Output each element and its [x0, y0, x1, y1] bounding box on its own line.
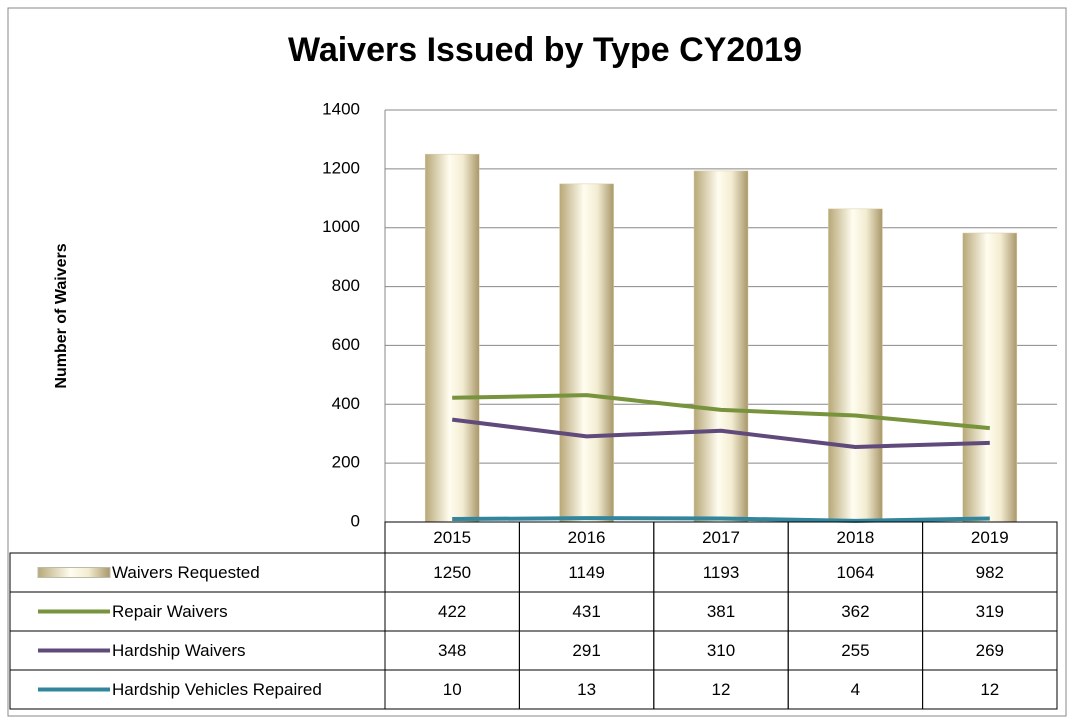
line	[452, 393, 990, 431]
legend-key	[37, 567, 111, 578]
table-value: 13	[577, 680, 596, 699]
table-value: 982	[976, 563, 1004, 582]
bar	[559, 183, 614, 523]
table-value: 362	[841, 602, 869, 621]
y-tick-label: 600	[332, 335, 360, 354]
x-tick-label: 2017	[702, 528, 740, 547]
table-value: 12	[712, 680, 731, 699]
table-value: 269	[976, 641, 1004, 660]
table-value: 10	[443, 680, 462, 699]
y-tick-label: 1400	[322, 99, 360, 118]
table-cell	[922, 669, 1058, 710]
table-value: 310	[707, 641, 735, 660]
y-tick-label: 800	[332, 276, 360, 295]
bar	[424, 153, 480, 523]
table-value: 431	[572, 602, 600, 621]
line	[451, 417, 990, 449]
x-tick-label: 2018	[836, 528, 874, 547]
table-value: 4	[851, 680, 860, 699]
chart-title: Waivers Issued by Type CY2019	[288, 31, 802, 69]
table-value: 1149	[568, 563, 605, 582]
y-tick-label: 200	[332, 453, 360, 472]
table-value: 12	[980, 680, 999, 699]
x-tick-label: 2016	[568, 528, 606, 547]
y-tick-label: 400	[332, 394, 360, 413]
table-value: 291	[572, 641, 600, 660]
frame	[7, 7, 1067, 717]
table-value: 1250	[433, 563, 471, 582]
y-tick-label: 1200	[322, 158, 360, 177]
table-value: 348	[438, 641, 466, 660]
table-value: 255	[841, 641, 869, 660]
table-value: 1193	[703, 563, 740, 582]
table-value: 381	[707, 602, 735, 621]
table-value: 319	[976, 602, 1004, 621]
bar	[693, 170, 749, 523]
bar	[962, 232, 1018, 523]
y-axis-label: Number of Waivers	[53, 243, 70, 388]
x-tick-label: 2019	[971, 528, 1009, 547]
line	[452, 516, 990, 523]
legend-label: Hardship Vehicles Repaired	[112, 680, 322, 699]
table-value: 422	[438, 602, 466, 621]
bar	[828, 208, 883, 523]
table-value: 1064	[836, 563, 874, 582]
x-tick-label: 2015	[433, 528, 471, 547]
legend-label: Hardship Waivers	[112, 641, 246, 660]
y-tick-label: 1000	[322, 217, 360, 236]
legend-label: Repair Waivers	[112, 602, 228, 621]
legend-label: Waivers Requested	[112, 563, 260, 582]
y-tick-label: 0	[351, 511, 360, 530]
